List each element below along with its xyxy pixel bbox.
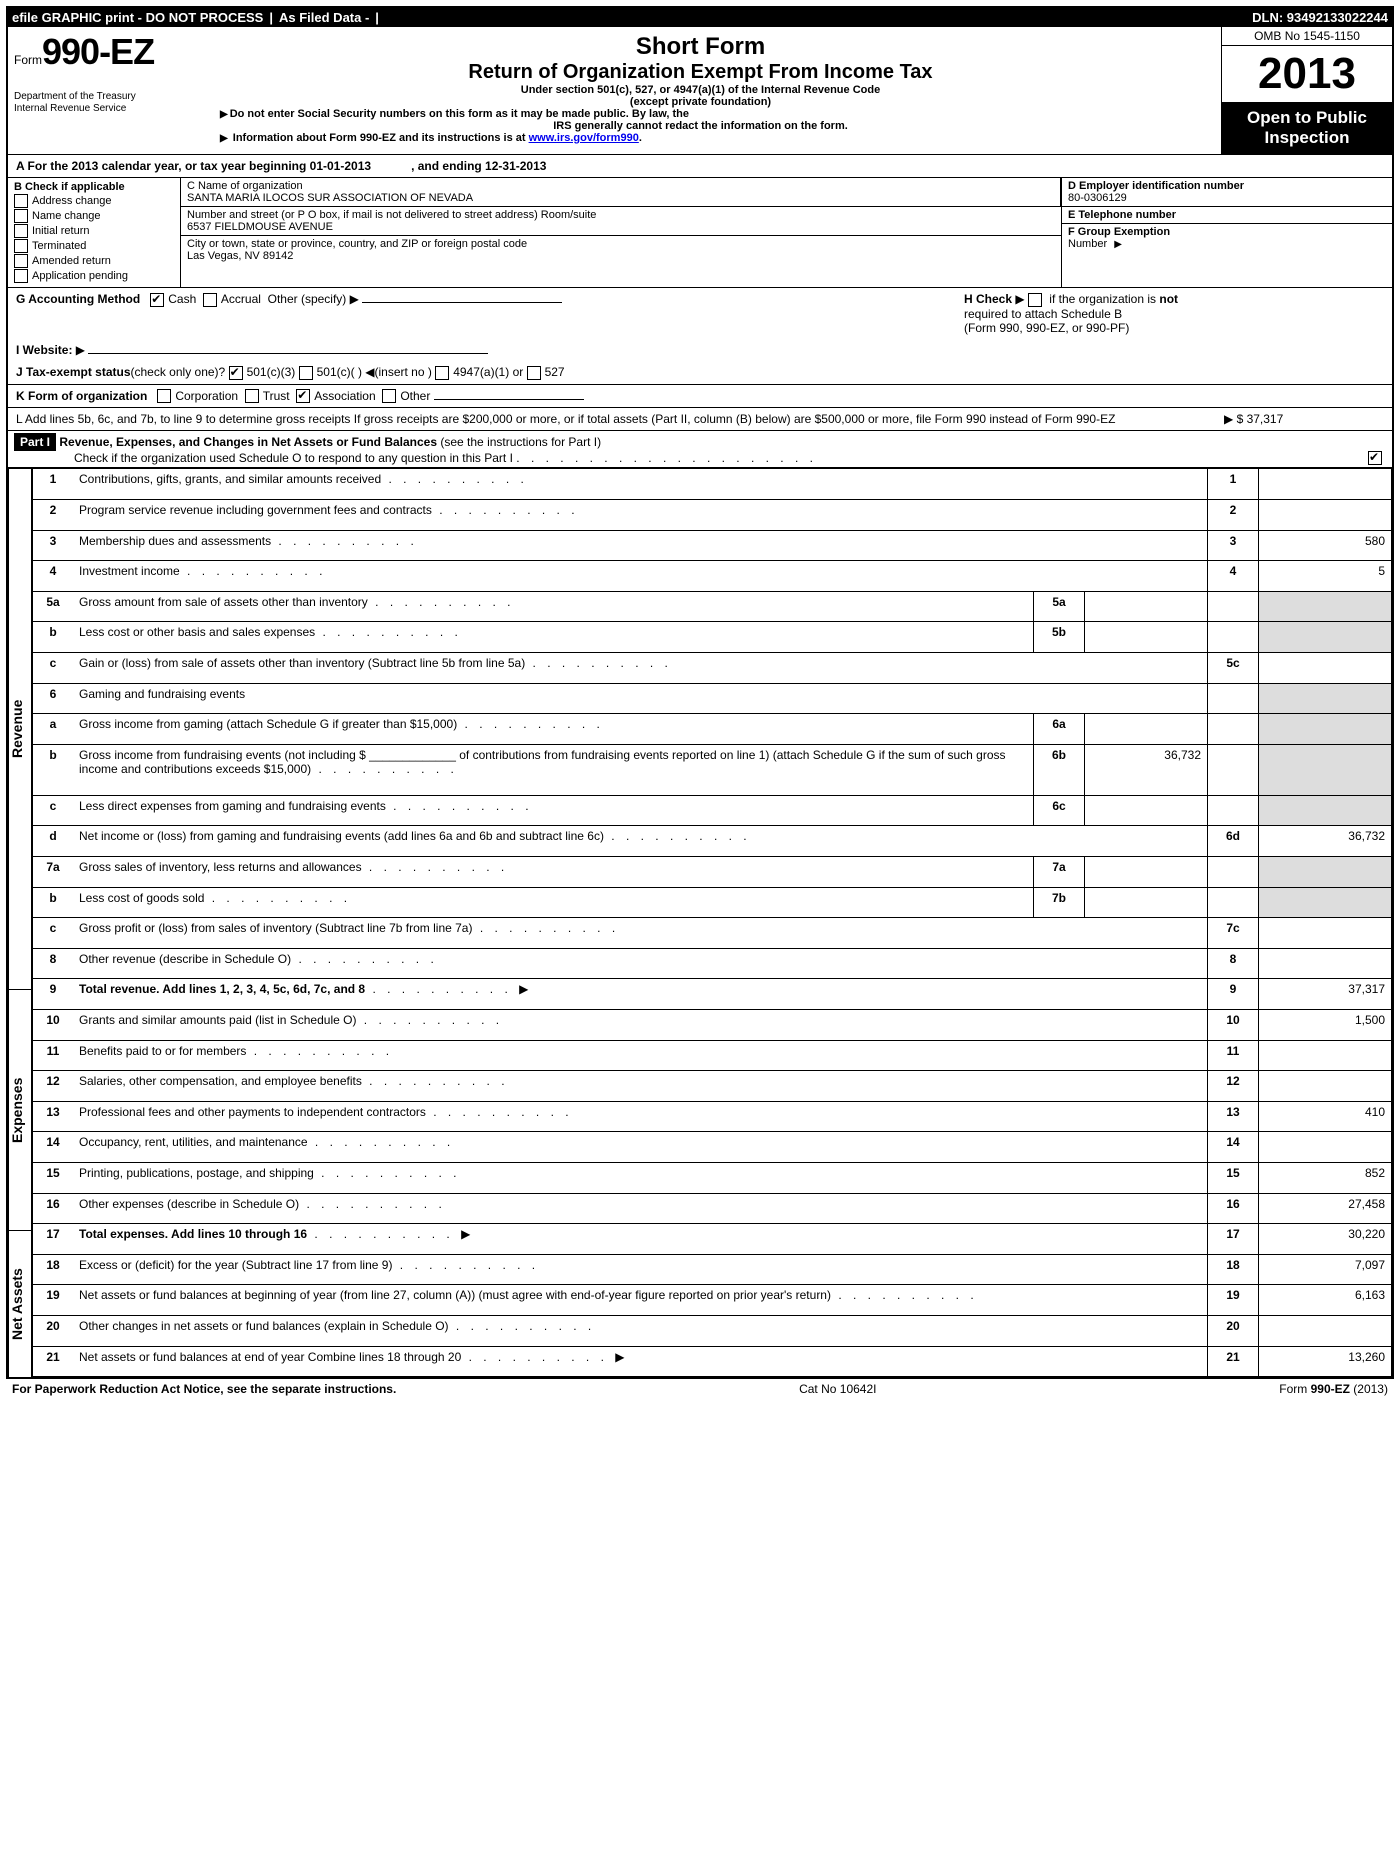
- F-label: F Group Exemption: [1068, 226, 1170, 238]
- chk-other-org[interactable]: [382, 389, 396, 403]
- chk-4947[interactable]: [435, 366, 449, 380]
- warn1: Do not enter Social Security numbers on …: [190, 108, 1211, 120]
- line-b: bLess cost or other basis and sales expe…: [33, 622, 1392, 653]
- chk-accrual[interactable]: [203, 293, 217, 307]
- line-10: 10Grants and similar amounts paid (list …: [33, 1009, 1392, 1040]
- form-number: 990-EZ: [42, 31, 154, 72]
- omb-number: OMB No 1545-1150: [1222, 27, 1392, 46]
- title-short-form: Short Form: [190, 33, 1211, 61]
- title-return: Return of Organization Exempt From Incom…: [190, 61, 1211, 84]
- D-value: 80-0306129: [1068, 192, 1386, 204]
- line-c: cGain or (loss) from sale of assets othe…: [33, 653, 1392, 684]
- vlabel-netassets: Net Assets: [8, 1230, 32, 1377]
- B-label: B Check if applicable: [14, 181, 125, 193]
- asfiled-label: As Filed Data -: [279, 10, 369, 25]
- line-7a: 7aGross sales of inventory, less returns…: [33, 857, 1392, 888]
- chk-app-pending[interactable]: [14, 269, 28, 283]
- line-8: 8Other revenue (describe in Schedule O) …: [33, 948, 1392, 979]
- G-label: G Accounting Method: [16, 292, 140, 306]
- dept1: Department of the Treasury: [14, 91, 174, 103]
- line-14: 14Occupancy, rent, utilities, and mainte…: [33, 1132, 1392, 1163]
- chk-initial-return[interactable]: [14, 224, 28, 238]
- vlabel-revenue: Revenue: [8, 468, 32, 989]
- efile-label: efile GRAPHIC print - DO NOT PROCESS: [12, 10, 263, 25]
- irs-link[interactable]: www.irs.gov/form990: [529, 132, 639, 144]
- line-c: cGross profit or (loss) from sales of in…: [33, 918, 1392, 949]
- line-c: cLess direct expenses from gaming and fu…: [33, 795, 1392, 826]
- chk-501c[interactable]: [299, 366, 313, 380]
- line-18: 18Excess or (deficit) for the year (Subt…: [33, 1254, 1392, 1285]
- line-6: 6Gaming and fundraising events: [33, 683, 1392, 714]
- partI-header: Part I Revenue, Expenses, and Changes in…: [8, 431, 1392, 468]
- line-9: 9Total revenue. Add lines 1, 2, 3, 4, 5c…: [33, 979, 1392, 1010]
- chk-amended[interactable]: [14, 254, 28, 268]
- F-label2: Number: [1068, 238, 1107, 250]
- chk-assoc[interactable]: [296, 389, 310, 403]
- line-17: 17Total expenses. Add lines 10 through 1…: [33, 1224, 1392, 1255]
- line-13: 13Professional fees and other payments t…: [33, 1101, 1392, 1132]
- subtitle-section: Under section 501(c), 527, or 4947(a)(1)…: [190, 84, 1211, 96]
- dept2: Internal Revenue Service: [14, 103, 174, 115]
- line-11: 11Benefits paid to or for members . . . …: [33, 1040, 1392, 1071]
- chk-schedule-b[interactable]: [1028, 293, 1042, 307]
- chk-corp[interactable]: [157, 389, 171, 403]
- line-K: K Form of organization Corporation Trust…: [8, 385, 1392, 409]
- C-street-label: Number and street (or P O box, if mail i…: [187, 209, 1055, 221]
- line-A: A For the 2013 calendar year, or tax yea…: [8, 155, 1392, 178]
- chk-schedule-o[interactable]: [1368, 451, 1382, 465]
- chk-name-change[interactable]: [14, 209, 28, 223]
- line-d: dNet income or (loss) from gaming and fu…: [33, 826, 1392, 857]
- line-20: 20Other changes in net assets or fund ba…: [33, 1315, 1392, 1346]
- chk-trust[interactable]: [245, 389, 259, 403]
- info-line: Information about Form 990-EZ and its in…: [190, 132, 1211, 144]
- line-a: aGross income from gaming (attach Schedu…: [33, 714, 1392, 745]
- dln: DLN: 93492133022244: [1252, 10, 1388, 25]
- line-16: 16Other expenses (describe in Schedule O…: [33, 1193, 1392, 1224]
- line-GH: G Accounting Method Cash Accrual Other (…: [8, 288, 1392, 339]
- topbar: efile GRAPHIC print - DO NOT PROCESS | A…: [8, 8, 1392, 27]
- C-name-label: C Name of organization: [187, 180, 1054, 192]
- line-21: 21Net assets or fund balances at end of …: [33, 1346, 1392, 1377]
- C-city-label: City or town, state or province, country…: [187, 238, 1055, 250]
- line-1: 1Contributions, gifts, grants, and simil…: [33, 469, 1392, 500]
- chk-address-change[interactable]: [14, 194, 28, 208]
- line-19: 19Net assets or fund balances at beginni…: [33, 1285, 1392, 1316]
- E-label: E Telephone number: [1068, 209, 1176, 221]
- warn2: IRS generally cannot redact the informat…: [190, 120, 1211, 132]
- section-BCDEF: B Check if applicable Address change Nam…: [8, 178, 1392, 288]
- line-J: J Tax-exempt status(check only one)? 501…: [8, 361, 1392, 385]
- lines-table: 1Contributions, gifts, grants, and simil…: [32, 468, 1392, 1377]
- subtitle-except: (except private foundation): [190, 96, 1211, 108]
- partI-tag: Part I: [14, 433, 56, 451]
- chk-terminated[interactable]: [14, 239, 28, 253]
- line-3: 3Membership dues and assessments . . . .…: [33, 530, 1392, 561]
- chk-501c3[interactable]: [229, 366, 243, 380]
- line-15: 15Printing, publications, postage, and s…: [33, 1162, 1392, 1193]
- lines-area: Revenue Expenses Net Assets 1Contributio…: [8, 468, 1392, 1377]
- line-4: 4Investment income . . . . . . . . . . 4…: [33, 561, 1392, 592]
- chk-cash[interactable]: [150, 293, 164, 307]
- tax-year: 2013: [1222, 46, 1392, 102]
- chk-527[interactable]: [527, 366, 541, 380]
- D-label: D Employer identification number: [1068, 180, 1244, 192]
- line-5a: 5aGross amount from sale of assets other…: [33, 591, 1392, 622]
- header: Form990-EZ Department of the Treasury In…: [8, 27, 1392, 155]
- line-I: I Website: ▶: [8, 339, 1392, 361]
- line-2: 2Program service revenue including gover…: [33, 500, 1392, 531]
- line-b: bLess cost of goods sold . . . . . . . .…: [33, 887, 1392, 918]
- C-name: SANTA MARIA ILOCOS SUR ASSOCIATION OF NE…: [187, 192, 1054, 204]
- footer: For Paperwork Reduction Act Notice, see …: [6, 1379, 1394, 1399]
- C-city: Las Vegas, NV 89142: [187, 250, 1055, 262]
- vlabel-expenses: Expenses: [8, 989, 32, 1230]
- line-b: bGross income from fundraising events (n…: [33, 744, 1392, 795]
- open-to-public: Open to Public Inspection: [1222, 102, 1392, 154]
- line-12: 12Salaries, other compensation, and empl…: [33, 1071, 1392, 1102]
- C-street: 6537 FIELDMOUSE AVENUE: [187, 221, 1055, 233]
- form-prefix: Form: [14, 53, 42, 67]
- form-990ez: efile GRAPHIC print - DO NOT PROCESS | A…: [6, 6, 1394, 1379]
- line-L: L Add lines 5b, 6c, and 7b, to line 9 to…: [8, 408, 1392, 431]
